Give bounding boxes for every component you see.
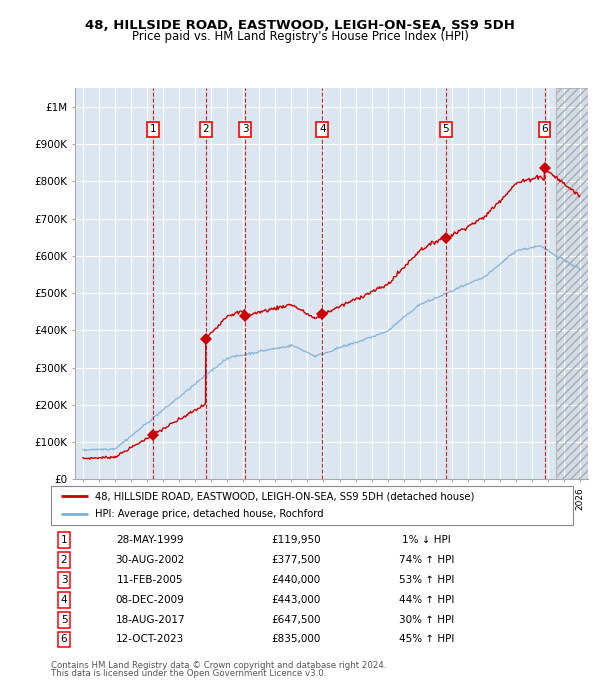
Text: 53% ↑ HPI: 53% ↑ HPI xyxy=(399,575,455,585)
Text: 6: 6 xyxy=(61,634,67,645)
Text: 44% ↑ HPI: 44% ↑ HPI xyxy=(399,595,455,605)
Text: 1: 1 xyxy=(150,124,157,135)
Text: 1% ↓ HPI: 1% ↓ HPI xyxy=(403,535,451,545)
Text: 48, HILLSIDE ROAD, EASTWOOD, LEIGH-ON-SEA, SS9 5DH (detached house): 48, HILLSIDE ROAD, EASTWOOD, LEIGH-ON-SE… xyxy=(95,491,475,501)
Text: 12-OCT-2023: 12-OCT-2023 xyxy=(116,634,184,645)
Text: £835,000: £835,000 xyxy=(272,634,321,645)
Text: 3: 3 xyxy=(242,124,248,135)
FancyBboxPatch shape xyxy=(51,486,573,525)
Text: 48, HILLSIDE ROAD, EASTWOOD, LEIGH-ON-SEA, SS9 5DH: 48, HILLSIDE ROAD, EASTWOOD, LEIGH-ON-SE… xyxy=(85,18,515,32)
Text: 28-MAY-1999: 28-MAY-1999 xyxy=(116,535,184,545)
Text: 2: 2 xyxy=(203,124,209,135)
Text: 4: 4 xyxy=(61,595,67,605)
Bar xyxy=(556,88,588,479)
Text: 08-DEC-2009: 08-DEC-2009 xyxy=(116,595,185,605)
Text: £647,500: £647,500 xyxy=(272,615,321,625)
Text: 5: 5 xyxy=(61,615,67,625)
Text: 30-AUG-2002: 30-AUG-2002 xyxy=(115,555,185,565)
Text: 3: 3 xyxy=(61,575,67,585)
Text: 45% ↑ HPI: 45% ↑ HPI xyxy=(399,634,455,645)
Text: Contains HM Land Registry data © Crown copyright and database right 2024.: Contains HM Land Registry data © Crown c… xyxy=(51,660,386,670)
Text: £443,000: £443,000 xyxy=(272,595,321,605)
Text: 18-AUG-2017: 18-AUG-2017 xyxy=(115,615,185,625)
Text: 5: 5 xyxy=(442,124,449,135)
Text: This data is licensed under the Open Government Licence v3.0.: This data is licensed under the Open Gov… xyxy=(51,668,326,678)
Text: Price paid vs. HM Land Registry's House Price Index (HPI): Price paid vs. HM Land Registry's House … xyxy=(131,30,469,44)
Text: 4: 4 xyxy=(319,124,326,135)
Text: £440,000: £440,000 xyxy=(272,575,321,585)
Text: 1: 1 xyxy=(61,535,67,545)
Text: 6: 6 xyxy=(541,124,548,135)
Text: 2: 2 xyxy=(61,555,67,565)
Text: £377,500: £377,500 xyxy=(272,555,321,565)
Text: 30% ↑ HPI: 30% ↑ HPI xyxy=(399,615,454,625)
Text: 74% ↑ HPI: 74% ↑ HPI xyxy=(399,555,455,565)
Text: £119,950: £119,950 xyxy=(272,535,321,545)
Text: 11-FEB-2005: 11-FEB-2005 xyxy=(117,575,184,585)
Text: HPI: Average price, detached house, Rochford: HPI: Average price, detached house, Roch… xyxy=(95,509,324,520)
Bar xyxy=(556,88,588,479)
